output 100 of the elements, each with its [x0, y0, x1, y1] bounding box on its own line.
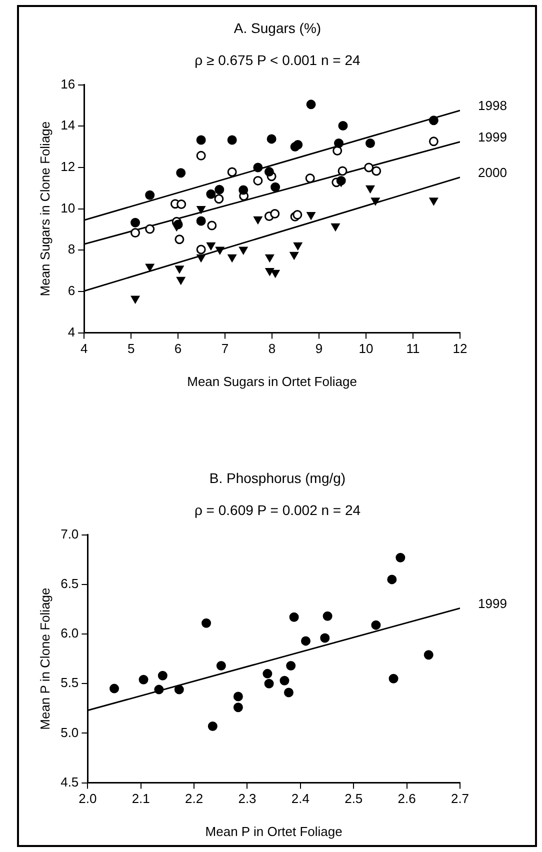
x-tick-label: 11: [406, 341, 420, 356]
point: [266, 134, 276, 144]
x-axis-title: Mean P in Ortet Foliage: [205, 824, 342, 839]
x-tick-label: 6: [174, 341, 182, 356]
point: [290, 252, 298, 260]
point: [227, 167, 237, 177]
point: [145, 224, 155, 234]
point: [270, 209, 280, 219]
point: [253, 176, 263, 186]
point: [130, 228, 140, 238]
y-tick-label: 5.0: [60, 724, 79, 740]
point: [176, 200, 186, 210]
x-tick-label: 2.3: [238, 791, 256, 806]
point: [173, 220, 183, 230]
x-tick-label: 10: [358, 341, 374, 356]
point: [207, 220, 217, 230]
x-tick-label: 2.5: [344, 791, 363, 806]
point: [264, 678, 274, 688]
point: [271, 270, 280, 278]
point: [196, 206, 206, 214]
point: [158, 670, 168, 680]
point: [372, 166, 382, 176]
point: [208, 722, 218, 732]
chart-title: A. Sugars (%): [232, 20, 322, 38]
point: [175, 266, 184, 274]
point: [138, 674, 148, 684]
point: [306, 100, 316, 110]
point: [174, 684, 184, 694]
point: [176, 276, 186, 284]
x-tick-label: 7: [221, 341, 229, 356]
point: [131, 296, 140, 304]
point: [265, 268, 274, 276]
point: [336, 176, 346, 186]
point: [338, 166, 348, 176]
point: [227, 135, 237, 145]
point: [334, 138, 344, 148]
x-tick-label: 8: [268, 341, 276, 356]
point: [371, 198, 380, 206]
point: [371, 620, 381, 630]
point: [233, 692, 243, 702]
point: [293, 140, 303, 150]
y-tick-label: 12: [60, 159, 76, 174]
point: [196, 244, 206, 254]
x-tick-label: 12: [452, 341, 468, 356]
point: [196, 135, 206, 145]
point: [176, 168, 186, 178]
chart-title: B. Phosphorus (mg/g): [208, 470, 347, 488]
point: [196, 150, 206, 160]
point: [428, 116, 438, 126]
point: [264, 167, 274, 177]
y-tick-label: 10: [60, 200, 76, 216]
x-tick-label: 2.0: [78, 791, 97, 806]
y-tick-label: 4: [68, 324, 76, 340]
point: [254, 216, 262, 224]
point: [214, 184, 224, 194]
point: [239, 246, 248, 254]
y-tick-label: 14: [60, 118, 76, 133]
point: [429, 198, 438, 206]
point: [228, 254, 236, 262]
point: [428, 136, 438, 146]
y-tick-label: 5.5: [60, 675, 79, 690]
point: [196, 254, 206, 262]
point: [130, 218, 140, 228]
series-label: 2000: [478, 164, 507, 180]
x-tick-label: 2.1: [132, 791, 150, 806]
point: [364, 162, 374, 172]
point: [301, 636, 310, 646]
point: [424, 650, 434, 660]
series-label: 1999: [478, 129, 507, 144]
point: [233, 702, 243, 712]
series-label: 1998: [478, 98, 507, 114]
point: [286, 660, 296, 670]
y-tick-label: 16: [60, 76, 76, 92]
point: [216, 660, 226, 670]
y-tick-label: 6: [68, 283, 76, 298]
point: [387, 574, 397, 584]
point: [322, 611, 332, 621]
point: [154, 684, 164, 694]
point: [146, 264, 154, 272]
point: [289, 612, 299, 622]
x-axis-title: Mean Sugars in Ortet Foliage: [187, 374, 357, 389]
point: [262, 668, 272, 678]
point: [238, 185, 248, 195]
point: [206, 189, 216, 199]
point: [294, 242, 302, 250]
point: [214, 194, 224, 204]
point: [338, 120, 348, 130]
point: [305, 173, 315, 183]
point: [306, 212, 316, 220]
point: [388, 674, 398, 684]
point: [110, 684, 120, 694]
y-tick-label: 8: [68, 242, 76, 257]
y-axis-title: Mean P in Clone Foliage: [37, 588, 52, 730]
point: [332, 146, 342, 156]
chart-subtitle: ρ = 0.609 P = 0.002 n = 24: [193, 502, 362, 520]
point: [365, 138, 375, 148]
x-tick-label: 5: [127, 341, 135, 356]
y-tick-label: 4.5: [60, 774, 79, 790]
point: [196, 216, 206, 226]
point: [253, 162, 263, 172]
